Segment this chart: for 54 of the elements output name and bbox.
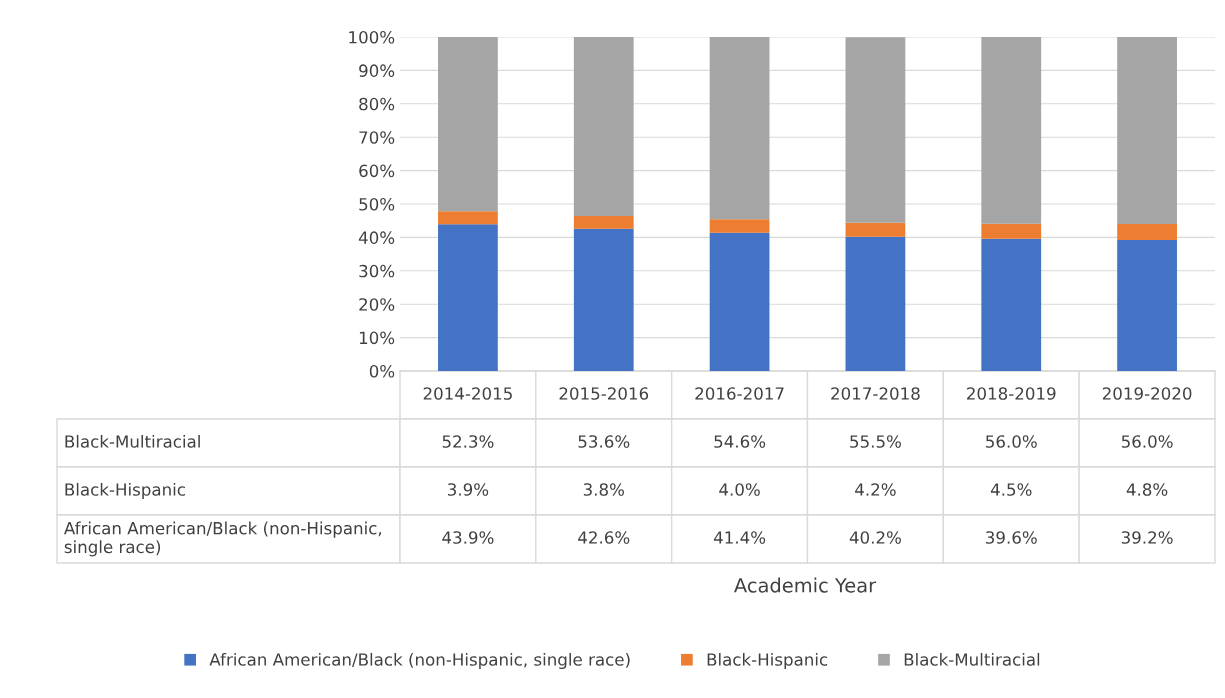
legend-label: Black-Multiracial <box>904 652 1040 666</box>
x-tick-label: 2015-2016 <box>559 387 649 400</box>
bar <box>1117 224 1177 241</box>
y-tick-label: 70% <box>359 131 395 144</box>
data-label: 52.3% <box>442 435 494 448</box>
data-label: 41.4% <box>713 531 766 544</box>
data-label: 54.6% <box>714 435 766 448</box>
data-label: 39.2% <box>1121 531 1173 544</box>
y-tick-label: 30% <box>359 264 395 278</box>
bar <box>981 223 1042 239</box>
data-label: 4.8% <box>1126 483 1168 496</box>
bar <box>845 37 906 223</box>
data-label: 3.8% <box>583 483 624 496</box>
bar <box>573 216 634 229</box>
data-label: 42.6% <box>578 531 630 544</box>
bar <box>845 222 906 237</box>
bar <box>438 211 498 225</box>
legend-label: Black-Hispanic <box>707 652 828 670</box>
text: Black-Hispanic <box>65 482 185 500</box>
x-tick-label: 2014-2015 <box>423 387 512 400</box>
bar <box>573 37 634 217</box>
y-tick-label: 50% <box>359 197 395 211</box>
y-tick-label: 60% <box>359 164 395 178</box>
y-tick-label: 80% <box>359 97 395 111</box>
y-tick-label: 0% <box>369 364 395 378</box>
y-tick-label: 20% <box>359 298 395 311</box>
data-label: 39.6% <box>986 531 1037 544</box>
data-label: 56.0% <box>1121 435 1173 448</box>
data-label: 55.5% <box>850 435 901 448</box>
data-label: 4.2% <box>855 483 896 496</box>
y-tick-label: 40% <box>358 231 395 244</box>
bar <box>1117 37 1177 225</box>
x-tick-label: 2018-2019 <box>967 387 1056 400</box>
data-label: 56.0% <box>986 435 1037 448</box>
bar <box>981 37 1042 224</box>
text: Academic Year <box>734 577 877 593</box>
legend-label: African American/Black (non-Hispanic, single race) <box>209 652 630 670</box>
bar <box>438 37 498 212</box>
y-tick-label: 10% <box>359 331 395 345</box>
data-label: 43.9% <box>442 531 494 544</box>
x-tick-label: 2017-2018 <box>831 387 920 400</box>
y-tick-label: 100% <box>349 30 395 44</box>
data-label: 53.6% <box>578 435 630 448</box>
text: African American/Black (non-Hispanic, single race) <box>63 521 382 557</box>
x-tick-label: 2016-2017 <box>695 387 784 400</box>
y-tick-label: 90% <box>359 64 395 77</box>
data-label: 40.2% <box>849 531 901 544</box>
data-label: 4.5% <box>990 483 1032 496</box>
bar <box>709 219 770 233</box>
data-label: 3.9% <box>448 483 489 496</box>
text: Black-Multiracial <box>65 434 200 448</box>
bar <box>709 37 770 220</box>
data-label: 4.0% <box>719 483 760 496</box>
x-tick-label: 2019-2020 <box>1102 387 1192 400</box>
